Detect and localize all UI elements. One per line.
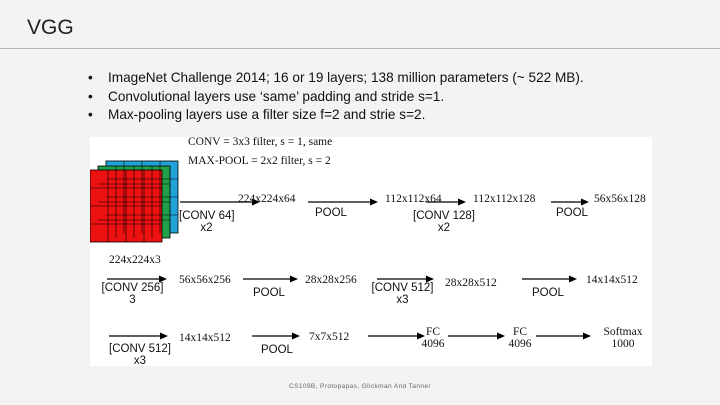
pool-label: POOL [261,344,293,356]
input-shape-label: 224x224x3 [109,254,161,266]
bullet-item: Convolutional layers use ‘same’ padding … [88,88,584,107]
bullet-item: Max-pooling layers use a filter size f=2… [88,106,584,125]
conv-label: [CONV 64] x2 [179,210,235,234]
conv-label: [CONV 128] x2 [413,210,475,234]
layer-shape: 28x28x256 [305,274,357,286]
arrow [522,275,577,283]
pool-label: POOL [253,287,285,299]
vgg-architecture-diagram: CONV = 3x3 filter, s = 1, same MAX-POOL … [90,137,652,366]
arrow [448,332,505,340]
fc-layer: FC 4096 [421,326,445,350]
legend-maxpool: MAX-POOL = 2x2 filter, s = 2 [188,155,331,167]
slide-title: VGG [27,16,74,39]
arrow [551,198,589,206]
pool-label: POOL [315,207,347,219]
arrow [243,275,298,283]
slide-footer: CS109B, Protopapas, Glickman And Tanner [289,383,431,390]
arrow [368,332,425,340]
legend-conv: CONV = 3x3 filter, s = 1, same [188,137,333,148]
conv-label: [CONV 512] x3 [109,343,171,366]
conv-label: [CONV 512] x3 [371,282,434,306]
title-divider [0,48,720,49]
layer-shape: 7x7x512 [309,331,350,343]
layer-shape: 14x14x512 [179,332,231,344]
arrow [252,332,300,340]
layer-shape: 28x28x512 [445,277,497,289]
input-volume-icon [90,160,179,243]
arrow [308,198,378,206]
arrow [426,198,466,206]
layer-shape: 56x56x256 [179,274,231,286]
fc-layer: FC 4096 [508,326,532,350]
arrow [107,275,167,283]
bullet-list: ImageNet Challenge 2014; 16 or 19 layers… [88,69,584,125]
arrow [536,332,591,340]
layer-shape: 224x224x64 [238,193,296,205]
layer-shape: 112x112x128 [473,193,536,205]
bullet-item: ImageNet Challenge 2014; 16 or 19 layers… [88,69,584,88]
arrow [377,275,434,283]
layer-shape: 14x14x512 [586,274,638,286]
conv-label: [CONV 256] 3 [101,282,164,306]
arrow [109,332,168,340]
softmax-layer: Softmax 1000 [603,326,643,350]
pool-label: POOL [556,207,588,219]
layer-shape: 56x56x128 [594,193,646,205]
arrow [180,198,260,206]
pool-label: POOL [532,287,564,299]
